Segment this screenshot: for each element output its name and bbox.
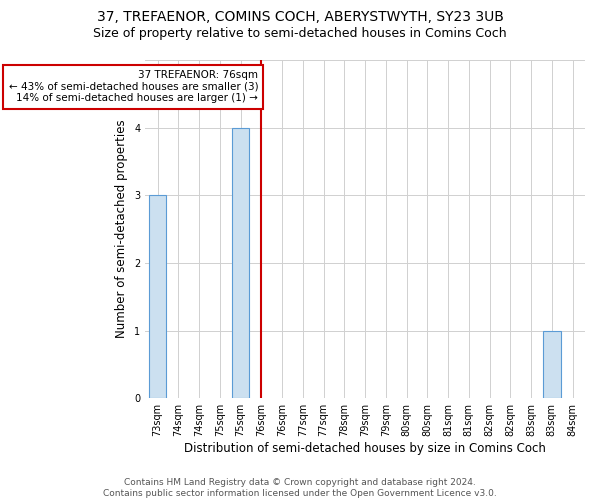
Bar <box>232 128 250 398</box>
X-axis label: Distribution of semi-detached houses by size in Comins Coch: Distribution of semi-detached houses by … <box>184 442 546 455</box>
Y-axis label: Number of semi-detached properties: Number of semi-detached properties <box>115 120 128 338</box>
Bar <box>543 330 560 398</box>
Text: 37 TREFAENOR: 76sqm
← 43% of semi-detached houses are smaller (3)
14% of semi-de: 37 TREFAENOR: 76sqm ← 43% of semi-detach… <box>8 70 258 103</box>
Text: 37, TREFAENOR, COMINS COCH, ABERYSTWYTH, SY23 3UB: 37, TREFAENOR, COMINS COCH, ABERYSTWYTH,… <box>97 10 503 24</box>
Text: Size of property relative to semi-detached houses in Comins Coch: Size of property relative to semi-detach… <box>93 28 507 40</box>
Bar <box>149 196 166 398</box>
Text: Contains HM Land Registry data © Crown copyright and database right 2024.
Contai: Contains HM Land Registry data © Crown c… <box>103 478 497 498</box>
